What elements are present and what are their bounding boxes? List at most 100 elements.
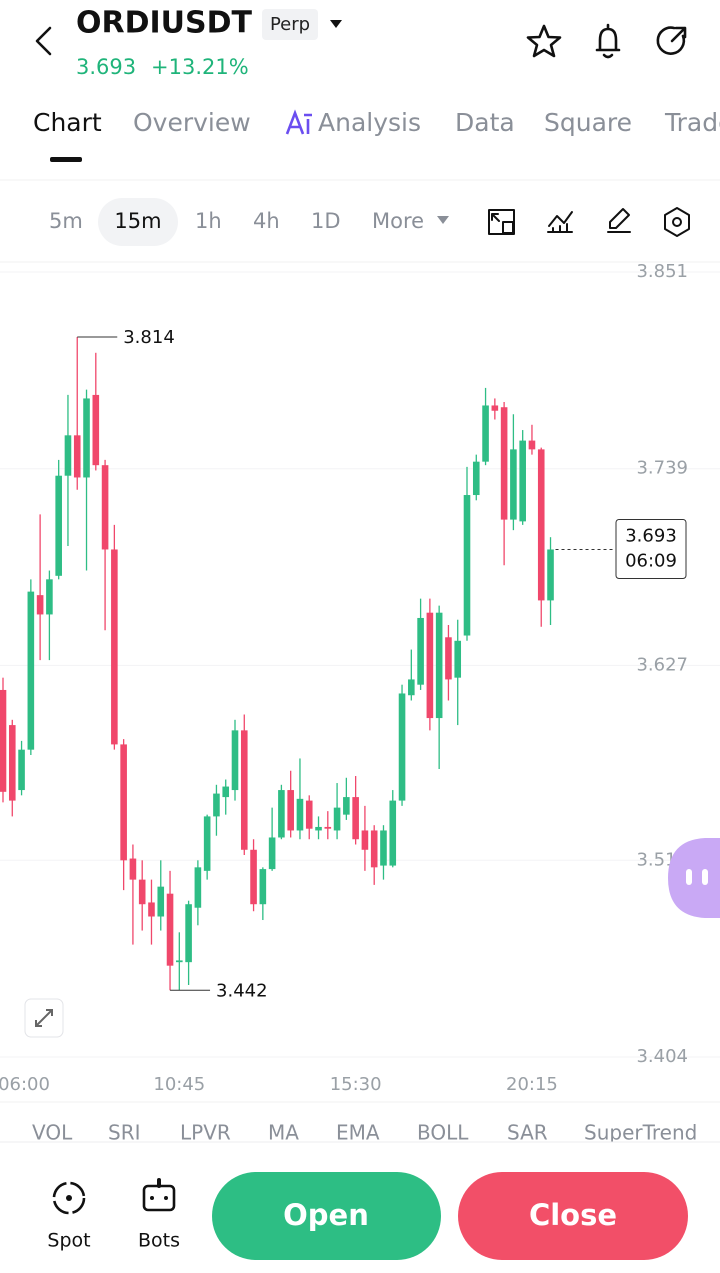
x-tick-label: 15:30 [330, 1074, 382, 1095]
last-price: 3.693 [76, 55, 136, 79]
candle-body [491, 405, 499, 411]
candle-body [426, 612, 434, 719]
x-tick-label: 20:15 [506, 1074, 558, 1095]
y-tick-label: 3.739 [636, 458, 688, 479]
candle-body [27, 591, 35, 750]
tab[interactable]: Chart [33, 108, 102, 137]
candle-body [185, 904, 192, 963]
x-tick-label: 06:00 [0, 1074, 50, 1095]
alert-icon[interactable] [595, 23, 621, 59]
open-label[interactable]: Open [283, 1198, 369, 1232]
more-arrow[interactable] [437, 216, 449, 224]
tab[interactable]: Square [544, 108, 632, 137]
candle-body [324, 826, 332, 829]
candle-body [398, 693, 406, 801]
countdown: 06:09 [625, 550, 677, 571]
candle-body [129, 858, 137, 880]
low-label: 3.442 [216, 980, 268, 1001]
candle-body [240, 730, 248, 850]
tab[interactable]: Data [455, 108, 515, 137]
indicator[interactable]: SuperTrend [584, 1121, 697, 1145]
assistant-eye [702, 869, 708, 885]
candle-body [18, 749, 25, 791]
candle-body [166, 893, 174, 966]
candle-body [370, 830, 378, 868]
candle-body [537, 449, 545, 601]
spot-icon-dot [66, 1195, 72, 1201]
open-button[interactable] [212, 1172, 441, 1260]
fullscreen-icon[interactable] [488, 209, 515, 235]
candle-body [36, 595, 44, 615]
candle-body [0, 689, 7, 792]
interval[interactable]: 1h [195, 209, 222, 233]
tab[interactable]: Overview [133, 108, 251, 137]
candle-body [333, 807, 341, 831]
candle-body [389, 800, 397, 866]
indicator[interactable]: BOLL [417, 1121, 469, 1145]
y-tick-label: 3.627 [636, 654, 688, 675]
spot-icon[interactable] [52, 1181, 86, 1215]
interval[interactable]: 1D [311, 209, 341, 233]
close-label[interactable]: Close [529, 1198, 617, 1232]
candle-body [157, 886, 165, 917]
share-icon[interactable] [656, 26, 687, 55]
interval[interactable]: 15m [114, 209, 161, 233]
assistant-eye [686, 869, 692, 885]
candle-body [519, 440, 526, 522]
candle-body [138, 879, 146, 905]
expand-icon [35, 1009, 53, 1027]
candle-body [92, 394, 100, 466]
candle-body [83, 398, 90, 478]
candle-body [463, 495, 471, 636]
indicator[interactable]: SAR [507, 1121, 548, 1145]
spot-label[interactable]: Spot [47, 1230, 90, 1252]
candle-body [343, 797, 350, 815]
candle-body [222, 786, 230, 798]
candle-body [296, 798, 304, 831]
indicator[interactable]: VOL [32, 1121, 73, 1145]
candle-body [46, 579, 53, 615]
tab[interactable]: Analysis [318, 108, 421, 137]
indicator[interactable]: MA [268, 1121, 299, 1145]
contract-pill[interactable] [262, 9, 318, 40]
candle-body [482, 405, 489, 462]
candle-body [472, 461, 480, 496]
draw-icon[interactable] [607, 208, 631, 233]
candle-body [111, 549, 118, 745]
interval[interactable]: More [372, 209, 424, 233]
indicator-icon[interactable] [547, 211, 573, 233]
bots-label[interactable]: Bots [138, 1230, 180, 1252]
high-label: 3.814 [123, 327, 175, 348]
candle-body [259, 869, 267, 905]
candle-body [500, 407, 508, 520]
candle-body [361, 830, 369, 850]
close-button[interactable] [458, 1172, 688, 1260]
candle-body [352, 797, 359, 840]
interval[interactable]: 5m [49, 209, 83, 233]
indicator[interactable]: EMA [336, 1121, 380, 1145]
favorite-icon[interactable] [526, 24, 562, 58]
bots-icon-detail [150, 1178, 168, 1200]
assistant-bubble[interactable] [668, 838, 720, 918]
back-button[interactable] [35, 26, 52, 56]
settings-icon-center [672, 217, 682, 227]
candle-body [268, 837, 276, 870]
symbol: ORDIUSDT [76, 6, 253, 41]
candle-body [101, 465, 109, 550]
dropdown-arrow[interactable] [330, 20, 342, 28]
candle-body [148, 902, 155, 917]
indicator[interactable]: LPVR [180, 1121, 231, 1145]
interval[interactable]: 4h [253, 209, 280, 233]
tab[interactable]: Trade [664, 108, 720, 137]
contract-type[interactable]: Perp [270, 14, 310, 35]
current-price: 3.693 [625, 525, 677, 546]
indicator[interactable]: SRI [108, 1121, 141, 1145]
settings-icon[interactable] [664, 207, 690, 237]
tab-indicator [50, 157, 82, 162]
candle-body [287, 790, 294, 831]
candle-body [231, 730, 239, 791]
candle-body [64, 435, 72, 476]
candle-body [380, 830, 387, 866]
